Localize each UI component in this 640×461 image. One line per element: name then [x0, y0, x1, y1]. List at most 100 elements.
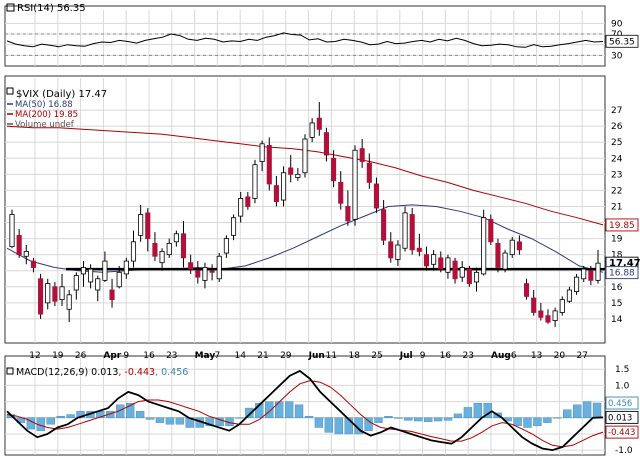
- candle-body: [202, 267, 208, 281]
- candle-body: [273, 185, 279, 203]
- candle-body: [288, 167, 294, 175]
- candle-body: [538, 310, 544, 318]
- x-tick-label: 13: [531, 351, 542, 361]
- candle-body: [102, 260, 108, 281]
- candle-body: [588, 270, 594, 281]
- candle-body: [130, 241, 137, 262]
- candle-body: [259, 143, 265, 162]
- candle-body: [30, 260, 36, 268]
- macd-tag-box: [605, 396, 639, 410]
- x-tick-label: 19: [52, 351, 64, 361]
- macd-histogram-bar: [135, 411, 145, 418]
- macd-histogram-bar: [165, 417, 175, 425]
- candle-body: [495, 243, 501, 268]
- macd-tag-box: [605, 410, 639, 424]
- candle-body: [80, 267, 87, 275]
- macd-histogram-bar: [582, 401, 592, 418]
- price-tick-label: 23: [611, 170, 622, 180]
- x-tick-label: Aug: [491, 351, 511, 361]
- candle-body: [488, 218, 494, 243]
- x-tick-label: Jun: [308, 351, 325, 361]
- x-tick-label: 18: [348, 351, 360, 361]
- candle-body: [445, 257, 451, 273]
- candle-body: [123, 260, 129, 275]
- macd-histogram-bar: [175, 417, 185, 425]
- macd-histogram-bar: [364, 417, 373, 431]
- macd-histogram-bar: [324, 417, 334, 433]
- candle-body: [409, 214, 415, 251]
- candle-body: [66, 294, 72, 310]
- candle-body: [352, 149, 358, 220]
- macd-histogram-bar: [394, 417, 403, 419]
- candle-body: [145, 212, 151, 239]
- candle-body: [452, 260, 458, 280]
- x-tick-label: 9: [420, 351, 426, 361]
- price-tick-label: 19: [611, 235, 623, 245]
- x-tick-label: May: [195, 351, 216, 361]
- legend-entry: $VIX (Daily) 17.47: [16, 89, 107, 100]
- macd-title: MACD(12,26,9) 0.013, -0.443, 0.456: [16, 367, 188, 378]
- candle-body: [245, 196, 251, 207]
- price-tick-label: 15: [611, 299, 622, 309]
- x-tick-label: Apr: [103, 351, 121, 361]
- candle-body: [559, 299, 565, 313]
- candle-body: [45, 283, 51, 304]
- candle-body: [552, 310, 558, 321]
- macd-histogram-bar: [523, 417, 532, 428]
- price-tick-label: 14: [611, 315, 623, 325]
- macd-histogram-bar: [145, 417, 155, 420]
- rsi-tick-label: 90: [611, 19, 623, 29]
- price-tag-label: 19.85: [609, 221, 635, 231]
- candle-body: [366, 162, 372, 183]
- price-tag-box: [605, 266, 639, 280]
- macd-histogram-bar: [543, 417, 552, 423]
- price-tick-label: 18: [611, 251, 623, 261]
- candle-body: [73, 275, 79, 291]
- macd-legend-entry: , 0.456: [155, 367, 188, 378]
- candle-body: [502, 252, 508, 270]
- macd-histogram-bar: [116, 404, 125, 418]
- price-tag-label: 16.88: [609, 269, 635, 279]
- macd-histogram-bar: [374, 417, 383, 423]
- candle-body: [423, 254, 430, 267]
- price-panel-frame: [4, 75, 606, 344]
- x-tick-label: 16: [143, 351, 155, 361]
- legend-entry: MA(200) 19.85: [15, 110, 78, 120]
- candle-body: [195, 270, 201, 278]
- candle-body: [473, 271, 480, 283]
- macd-legend-entry: , -0.443: [118, 367, 155, 378]
- candle-body: [166, 243, 172, 256]
- rsi-tick-label: 30: [611, 51, 623, 61]
- macd-histogram-bar: [453, 413, 463, 418]
- candle-body: [266, 145, 272, 185]
- x-tick-label: 6: [511, 351, 517, 361]
- macd-histogram-bar: [414, 417, 423, 422]
- candle-body: [173, 233, 179, 243]
- rsi-value-label: 56.35: [609, 37, 635, 47]
- candle-body: [159, 251, 165, 264]
- candle-body: [381, 209, 387, 241]
- candle-body: [59, 286, 65, 301]
- candle-body: [431, 254, 437, 265]
- rsi-title: RSI(14) 56.35: [17, 3, 86, 14]
- candle-body: [223, 238, 229, 254]
- macd-panel-frame: [4, 355, 606, 456]
- macd-histogram-bar: [215, 417, 224, 427]
- macd-tag-label: 0.456: [608, 399, 632, 409]
- candle-body: [595, 262, 601, 281]
- candle-body: [252, 164, 258, 199]
- macd-histogram-bar: [314, 417, 324, 428]
- candle-body: [574, 276, 580, 292]
- price-tag-box: [605, 218, 639, 232]
- x-tick-label: 20: [554, 351, 566, 361]
- macd-histogram-bar: [513, 417, 522, 427]
- candle-body: [345, 206, 351, 222]
- candle-body: [316, 117, 322, 130]
- candle-body: [23, 251, 29, 257]
- macd-histogram-bar: [255, 403, 264, 418]
- macd-histogram-bar: [125, 403, 135, 418]
- macd-histogram-bar: [334, 417, 343, 435]
- macd-histogram-bar: [56, 415, 65, 418]
- candle-body: [52, 286, 58, 302]
